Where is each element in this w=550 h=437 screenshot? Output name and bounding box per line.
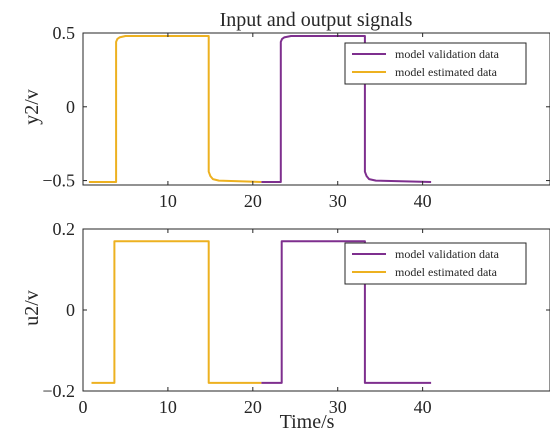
top-plot-y-tick-label: 0.5 [53, 23, 76, 43]
bottom-plot-legend: model validation data model estimated da… [344, 242, 527, 285]
top-plot-x-tick-label: 40 [414, 191, 432, 211]
top-plot-legend-label-validation: model validation data [395, 47, 500, 61]
bottom-plot-x-tick-label: 20 [244, 397, 262, 417]
bottom-plot-x-tick-label: 40 [414, 397, 432, 417]
bottom-plot-legend-label-estimated: model estimated data [395, 265, 498, 279]
top-plot-x-tick-label: 10 [159, 191, 177, 211]
bottom-plot-series [91, 240, 432, 384]
top-plot-series-estimated-line [88, 35, 262, 183]
bottom-plot: u2/v Time/s 0 10 20 30 40−0.200.2 model vali… [21, 219, 550, 433]
top-plot-x-tick-label: 30 [329, 191, 347, 211]
bottom-plot-x-axis-label: Time/s [280, 411, 335, 433]
bottom-plot-x-tick-label: 0 [79, 397, 88, 417]
bottom-plot-y-tick-label: 0 [66, 300, 75, 320]
bottom-plot-legend-label-validation: model validation data [395, 247, 500, 261]
top-plot-axes-box [82, 32, 550, 186]
bottom-plot-axes-box [82, 228, 550, 392]
bottom-plot-legend-box [344, 242, 527, 285]
top-plot-legend-label-estimated: model estimated data [395, 65, 498, 79]
top-plot-title: Input and output signals [220, 9, 413, 31]
bottom-plot-ticks: 0 10 20 30 40−0.200.2 [42, 219, 550, 417]
bottom-plot-series-estimated-line [91, 240, 262, 384]
bottom-plot-y-axis-label: u2/v [21, 290, 43, 326]
bottom-plot-y-tick-label: 0.2 [53, 219, 76, 239]
top-plot-y-axis-label: y2/v [21, 89, 43, 125]
top-plot-x-tick-label: 20 [244, 191, 262, 211]
bottom-plot-x-tick-label: 30 [329, 397, 347, 417]
bottom-plot-x-tick-label: 10 [159, 397, 177, 417]
top-plot-legend: model validation data model estimated da… [344, 42, 527, 85]
top-plot-series [88, 35, 432, 183]
top-plot-y-tick-label: −0.5 [42, 171, 75, 191]
top-plot-series-validation-line [261, 35, 432, 183]
top-plot: Input and output signals y2/v 10 20 30 40 −0… [21, 9, 550, 211]
top-plot-y-tick-label: 0 [66, 97, 75, 117]
bottom-plot-series-validation-line [261, 240, 432, 384]
top-plot-legend-box [344, 42, 527, 85]
bottom-plot-y-tick-label: −0.2 [42, 381, 75, 401]
